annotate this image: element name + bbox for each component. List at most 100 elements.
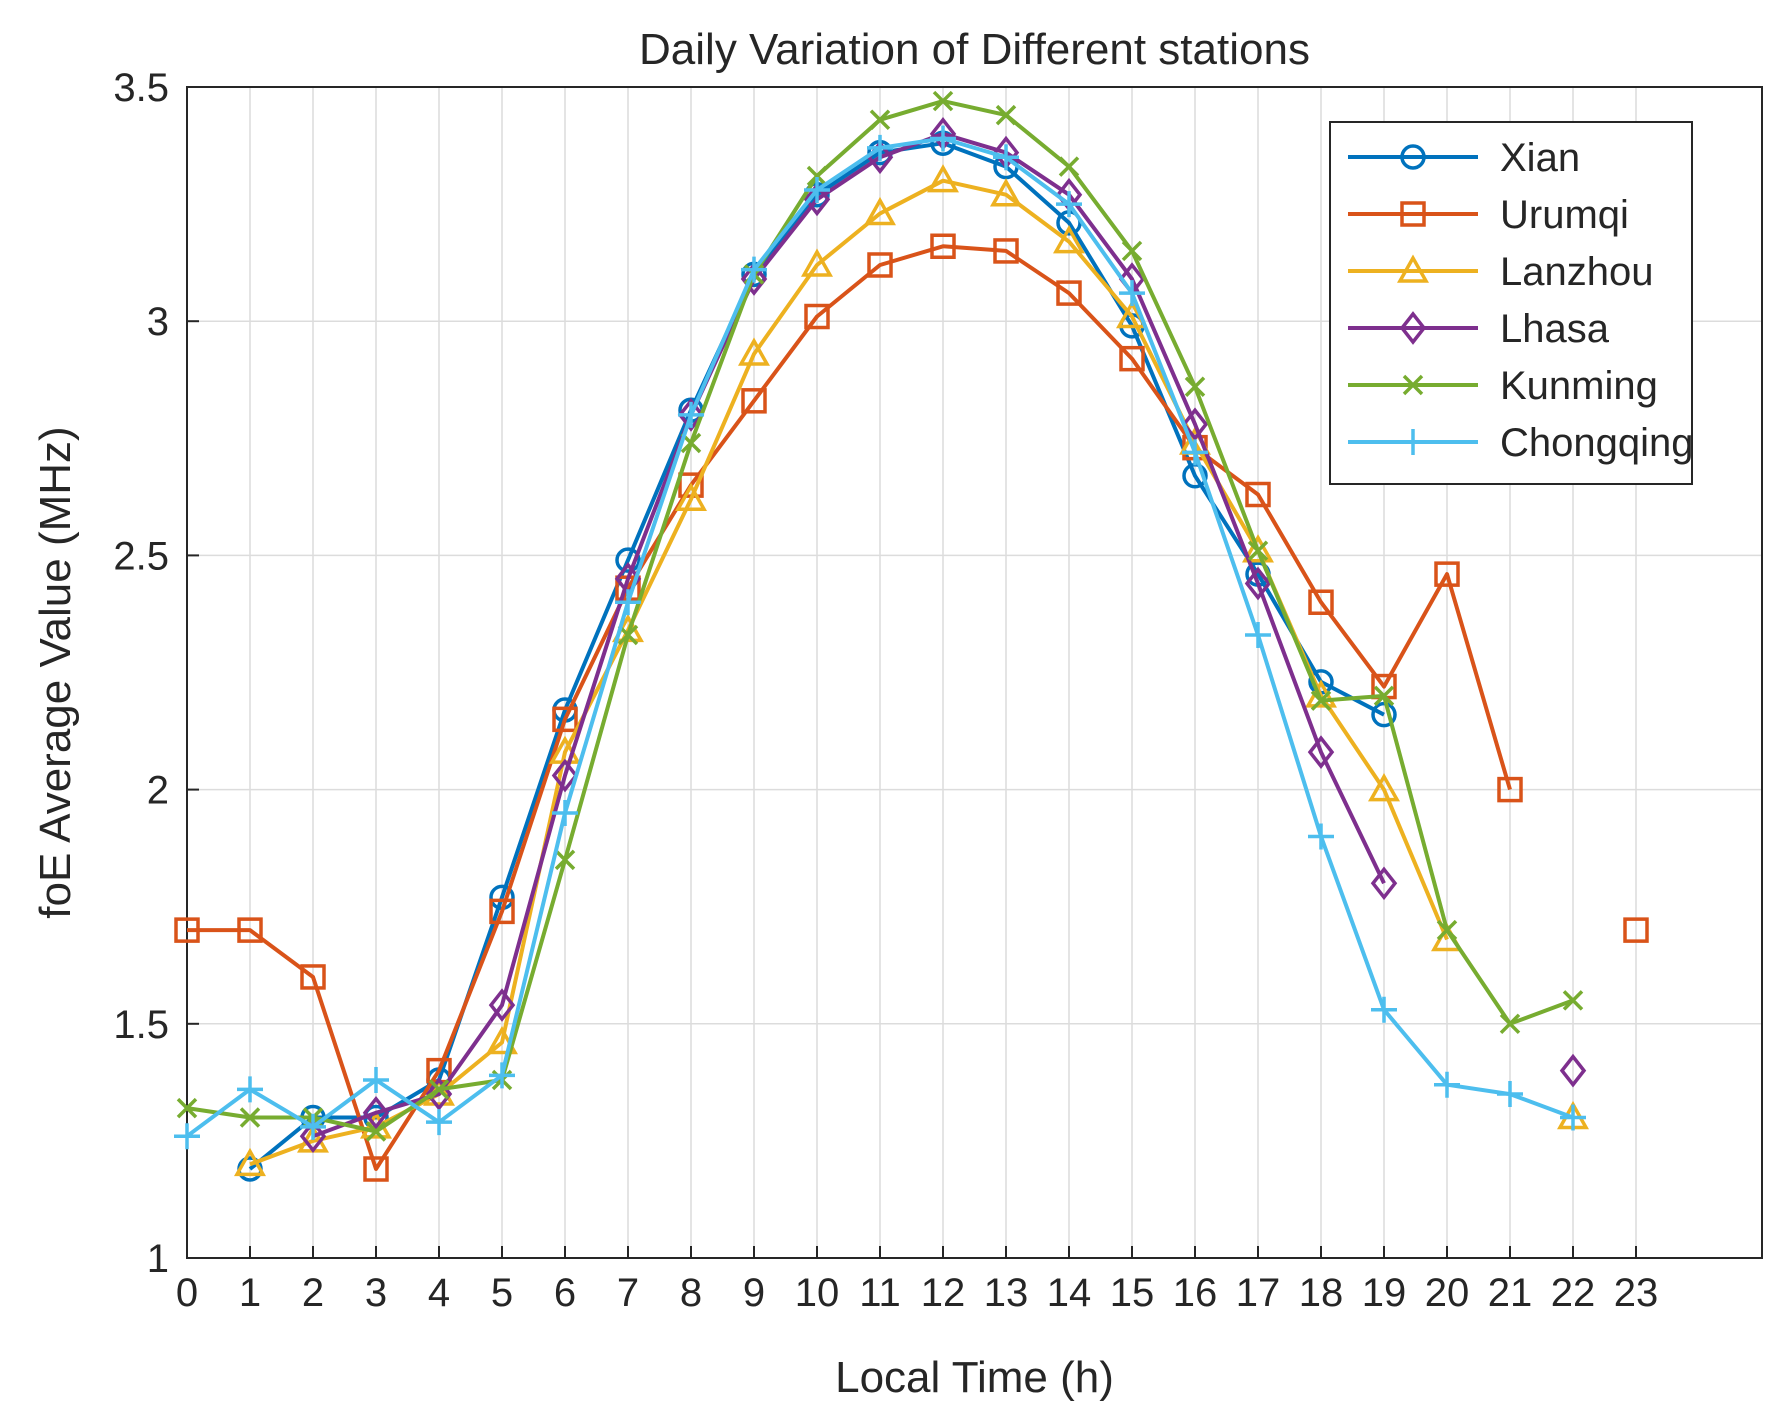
x-tick-label-10: 10 (795, 1271, 840, 1315)
urumqi-point-0 (174, 917, 200, 943)
kunming-point-12 (932, 90, 954, 112)
lhasa-point-22 (1559, 1053, 1587, 1088)
kunming-point-14 (1058, 156, 1080, 177)
urumqi-point-12 (930, 233, 956, 260)
series-urumqi (174, 233, 1649, 1182)
kunming-point-21 (1499, 1013, 1521, 1035)
lhasa-point-5 (488, 988, 516, 1022)
urumqi: Urumqi (1348, 193, 1629, 237)
chongqing-point-22 (1560, 1104, 1586, 1131)
kunming-point-13 (995, 104, 1017, 126)
legend-marker-chongqing (1400, 429, 1426, 455)
xian-point-18 (1308, 669, 1334, 695)
urumqi-point-9 (741, 388, 767, 414)
lanzhou-point-14 (1053, 225, 1085, 254)
urumqi-point-5 (489, 898, 515, 925)
x-tick-label-12: 12 (921, 1271, 966, 1315)
kunming-point-11 (869, 109, 891, 131)
chongqing-point-12 (930, 125, 956, 152)
x-tick-label-20: 20 (1425, 1271, 1470, 1315)
legend-marker-kunming (1402, 374, 1424, 396)
legend-label-xian: Xian (1500, 136, 1580, 180)
x-tick-label-8: 8 (680, 1271, 702, 1315)
y-axis-label: foE Average Value (MHz) (31, 426, 80, 918)
chongqing-point-14 (1056, 191, 1082, 218)
kunming-point-19 (1373, 685, 1395, 707)
lanzhou-point-13 (990, 178, 1022, 207)
chongqing-point-6 (552, 800, 578, 827)
chongqing-point-4 (426, 1109, 452, 1136)
lanzhou-point-12 (927, 164, 959, 193)
y-tick-label-0: 1 (147, 1237, 169, 1281)
legend-label-chongqing: Chongqing (1500, 421, 1694, 465)
chart-title: Daily Variation of Different stations (639, 25, 1310, 74)
urumqi-point-21 (1497, 776, 1523, 803)
chongqing-point-5 (489, 1062, 515, 1089)
kunming-point-17 (1247, 540, 1269, 561)
x-tick-label-23: 23 (1614, 1271, 1659, 1315)
kunming-point-6 (554, 849, 576, 871)
kunming-point-22 (1562, 990, 1584, 1011)
x-tick-label-21: 21 (1488, 1271, 1533, 1315)
plot-frame (186, 86, 1763, 1259)
kunming-point-1 (239, 1107, 261, 1128)
legend-box (1329, 121, 1693, 485)
lhasa-point-18 (1307, 735, 1335, 769)
lhasa-point-17 (1244, 566, 1272, 601)
x-tick-label-6: 6 (554, 1271, 576, 1315)
lhasa-point-2 (299, 1119, 327, 1154)
chongqing-point-3 (363, 1067, 389, 1094)
lhasa-point-16 (1181, 407, 1209, 442)
lanzhou-point-17 (1242, 534, 1274, 563)
lanzhou-point-8 (675, 482, 707, 511)
grid (187, 87, 1762, 1258)
series-chongqing (174, 125, 1586, 1150)
legend-marker-urumqi (1400, 201, 1426, 227)
chongqing-point-2 (300, 1113, 326, 1140)
kunming-point-15 (1121, 240, 1143, 262)
lanzhou-point-10 (801, 248, 833, 277)
x-tick-label-13: 13 (984, 1271, 1029, 1315)
y-tick-label-4: 3 (147, 300, 169, 344)
y-axis: 1 1.5 2 2.5 3 3.5 (113, 66, 199, 1281)
legend-marker-lhasa (1399, 311, 1427, 345)
urumqi-point-8 (678, 472, 704, 498)
legend-label-lhasa: Lhasa (1500, 307, 1610, 351)
chongqing-point-19 (1371, 996, 1397, 1023)
x-tick-label-9: 9 (743, 1271, 765, 1315)
chongqing-point-13 (993, 144, 1019, 171)
legend: Xian Urumqi Lanzhou Lhasa Kunming Chongqing (1329, 121, 1694, 485)
x-tick-label-4: 4 (428, 1271, 450, 1315)
lanzhou-point-15 (1116, 299, 1148, 329)
urumqi-point-15 (1119, 345, 1145, 372)
urumqi-point-18 (1308, 589, 1334, 615)
chongqing-point-18 (1308, 823, 1334, 850)
kunming-point-18 (1310, 690, 1332, 711)
lhasa-point-6 (551, 758, 579, 793)
y-tick-label-5: 3.5 (113, 66, 169, 110)
chongqing-point-9 (741, 256, 767, 283)
urumqi-point-3 (363, 1156, 389, 1182)
chongqing-point-10 (804, 177, 830, 204)
lanzhou-point-19 (1368, 773, 1400, 802)
legend-marker-lanzhou (1397, 254, 1429, 283)
x-tick-label-7: 7 (617, 1271, 639, 1315)
legend-label-kunming: Kunming (1500, 364, 1658, 408)
lhasa-point-8 (677, 398, 705, 432)
x-tick-label-11: 11 (859, 1271, 901, 1315)
urumqi-point-20 (1434, 561, 1460, 587)
lhasa-point-9 (740, 262, 768, 296)
chongqing-point-1 (237, 1076, 263, 1103)
x-tick-label-17: 17 (1236, 1271, 1281, 1315)
x-tick-label-2: 2 (302, 1271, 324, 1315)
x-tick-label-0: 0 (176, 1271, 198, 1315)
lhasa-point-3 (362, 1095, 390, 1130)
kunming-point-3 (365, 1121, 387, 1142)
urumqi-point-11 (867, 252, 893, 278)
x-tick-label-15: 15 (1110, 1271, 1155, 1315)
y-tick-label-3: 2.5 (113, 534, 169, 578)
chongqing-point-21 (1497, 1081, 1523, 1108)
kunming-point-20 (1436, 919, 1458, 941)
lhasa: Lhasa (1348, 307, 1610, 351)
